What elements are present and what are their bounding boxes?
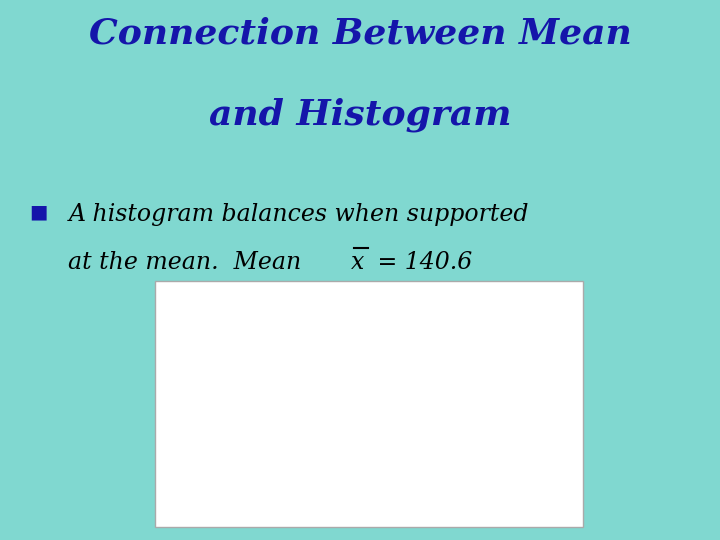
Bar xyxy=(384,438,421,472)
Bar xyxy=(301,408,338,472)
Text: ■: ■ xyxy=(29,202,48,221)
Text: = 140.6: = 140.6 xyxy=(370,251,472,274)
Text: Connection Between Mean: Connection Between Mean xyxy=(89,16,631,50)
Legend: Frequency: Frequency xyxy=(462,305,542,322)
Bar xyxy=(259,465,297,472)
Title: Histogram: Histogram xyxy=(349,286,414,299)
Text: A histogram balances when supported: A histogram balances when supported xyxy=(68,202,529,226)
Text: x: x xyxy=(351,251,365,274)
Polygon shape xyxy=(356,467,379,472)
Text: at the mean.  Mean: at the mean. Mean xyxy=(68,251,309,274)
Bar xyxy=(467,470,504,472)
Bar xyxy=(425,470,462,472)
X-axis label: Absences from Work: Absences from Work xyxy=(317,515,446,524)
Y-axis label: Frequency: Frequency xyxy=(179,357,189,415)
Text: and Histogram: and Histogram xyxy=(209,97,511,132)
Bar xyxy=(218,470,256,472)
Bar xyxy=(342,327,379,472)
